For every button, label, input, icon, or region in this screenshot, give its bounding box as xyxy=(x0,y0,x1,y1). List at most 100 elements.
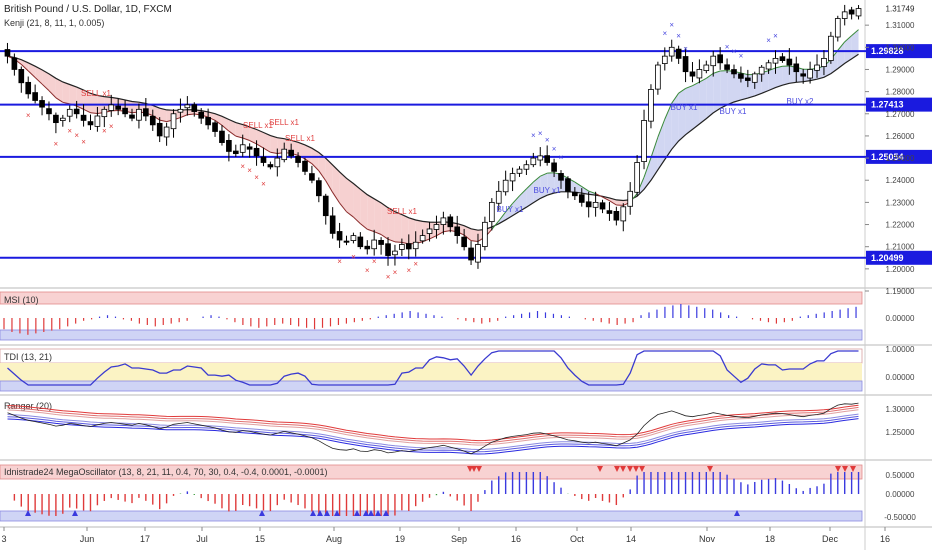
candle-up xyxy=(350,235,357,241)
mega-sell-triangle xyxy=(707,466,713,472)
kenji-band-segment xyxy=(533,176,541,203)
candle-up xyxy=(177,108,184,113)
sell-cross-marker: × xyxy=(81,137,86,146)
candle-down xyxy=(322,195,329,217)
level-label-4: 1.20499 xyxy=(871,253,904,263)
candle-down xyxy=(745,77,751,81)
kenji-fast-line xyxy=(20,64,29,72)
candle-down xyxy=(585,201,592,208)
ranger-band-line xyxy=(7,413,859,451)
tdi-upper-zone xyxy=(0,348,863,364)
kenji-band-segment xyxy=(526,182,534,208)
sell-cross-marker: × xyxy=(247,166,252,175)
candle-up xyxy=(281,148,288,161)
price-tick-label: 1.31000 xyxy=(886,21,915,30)
candle-down xyxy=(219,130,225,143)
tdi-lower-zone xyxy=(0,380,863,392)
mega-buy-triangle xyxy=(25,510,31,516)
mega-sell-triangle xyxy=(850,466,856,472)
kenji-fast-line xyxy=(214,119,223,126)
kenji-fast-line xyxy=(90,112,98,114)
candle-down xyxy=(385,243,391,256)
kenji-band-segment xyxy=(505,203,513,220)
kenji-fast-line xyxy=(664,102,673,120)
kenji-band-segment xyxy=(256,129,264,149)
sell-cross-marker: × xyxy=(102,126,107,135)
buy-cross-marker: × xyxy=(676,31,681,40)
price-tick-label: 1.23000 xyxy=(886,198,915,207)
kenji-band-segment xyxy=(298,142,305,159)
kenji-band-segment xyxy=(242,124,250,141)
mega-title: Idnistrade24 MegaOscillator (13, 8, 21, … xyxy=(4,467,328,477)
kenji-fast-line xyxy=(519,188,527,197)
kenji-band-segment xyxy=(512,195,520,216)
candle-up xyxy=(828,35,834,61)
kenji-band-segment xyxy=(664,103,672,160)
level-label-1: 1.29828 xyxy=(871,46,904,56)
candle-up xyxy=(530,157,537,166)
candle-up xyxy=(274,157,281,168)
candle-down xyxy=(405,243,412,250)
kenji-fast-line xyxy=(512,195,520,204)
x-tick-label: 17 xyxy=(140,534,150,544)
kenji-fast-line xyxy=(159,119,167,123)
candle-up xyxy=(419,235,426,242)
kenji-band-segment xyxy=(249,126,257,144)
kenji-fast-line xyxy=(436,231,444,237)
kenji-fast-line xyxy=(249,140,257,145)
price-tick-label: 1.19000 xyxy=(886,287,915,296)
candle-up xyxy=(502,179,509,193)
tdi-tick-lower: 0.00000 xyxy=(886,373,915,382)
kenji-fast-line xyxy=(526,181,534,190)
candle-down xyxy=(295,156,301,163)
candle-up xyxy=(668,46,675,57)
sell-cross-marker: × xyxy=(372,257,377,266)
kenji-band-segment xyxy=(325,158,333,193)
candle-up xyxy=(163,126,170,138)
candle-down xyxy=(468,247,474,261)
candle-up xyxy=(661,55,668,64)
mega-sell-triangle xyxy=(627,466,633,472)
candle-down xyxy=(129,114,135,119)
candle-down xyxy=(316,180,322,197)
kenji-fast-line xyxy=(242,137,250,141)
price-tick-label: 1.24000 xyxy=(886,176,915,185)
candle-down xyxy=(551,162,557,172)
sell-cross-marker: × xyxy=(240,162,245,171)
kenji-fast-line xyxy=(339,202,347,213)
candle-down xyxy=(260,156,267,163)
kenji-fast-line xyxy=(83,108,91,114)
kenji-band-segment xyxy=(339,171,347,212)
kenji-fast-line xyxy=(768,67,776,72)
candle-up xyxy=(807,69,813,79)
kenji-band-segment xyxy=(671,93,679,150)
candle-down xyxy=(226,139,232,152)
candle-down xyxy=(191,104,198,112)
candle-up xyxy=(751,73,758,83)
kenji-band-segment xyxy=(733,71,741,103)
candle-down xyxy=(246,146,253,150)
kenji-fast-line xyxy=(263,147,271,153)
candle-down xyxy=(212,122,218,132)
ranger-band-line xyxy=(7,418,859,455)
buy-signal-label: BUY x1 xyxy=(534,186,562,195)
candle-down xyxy=(198,111,205,119)
candle-up xyxy=(59,117,66,121)
buy-signal-label: BUY x1 xyxy=(497,205,525,214)
kenji-band-segment xyxy=(304,144,312,164)
kenji-band-segment xyxy=(823,59,831,78)
buy-cross-marker: × xyxy=(773,31,778,40)
x-tick-label: 14 xyxy=(626,534,636,544)
candle-up xyxy=(592,201,599,208)
candle-down xyxy=(253,147,260,157)
price-tick-label: 1.29000 xyxy=(886,65,915,74)
kenji-fast-line xyxy=(574,181,583,188)
msi-title: MSI (10) xyxy=(4,295,39,305)
kenji-fast-line xyxy=(713,70,721,74)
kenji-fast-line xyxy=(706,72,714,79)
candle-up xyxy=(239,144,246,153)
kenji-fast-line xyxy=(318,170,327,182)
kenji-band-segment xyxy=(62,81,70,104)
candle-down xyxy=(572,191,578,197)
